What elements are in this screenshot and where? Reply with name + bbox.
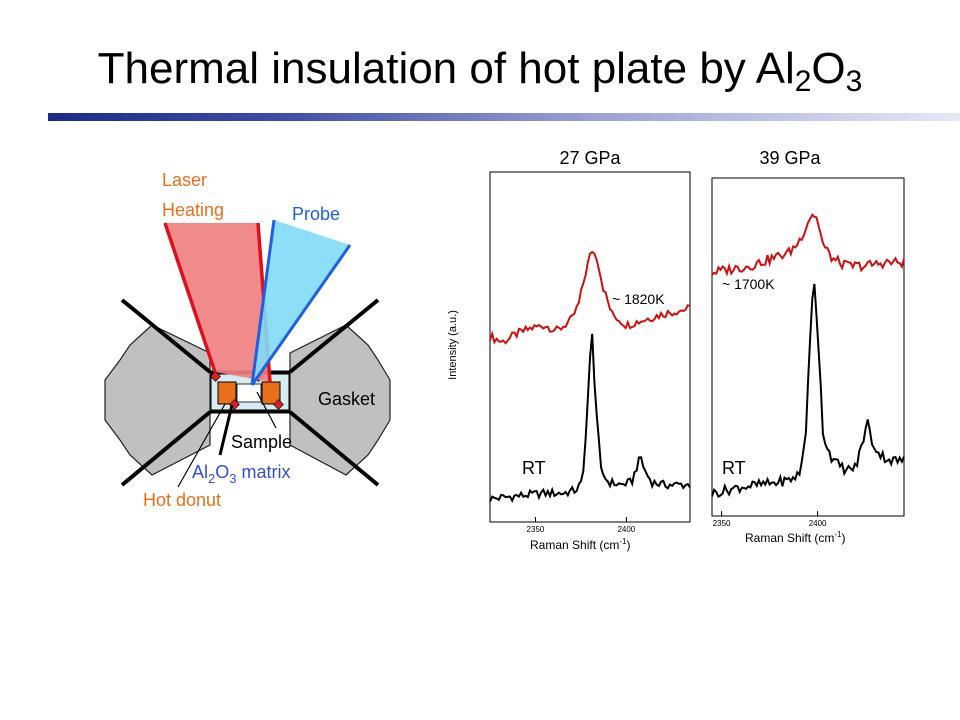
x-tick-label: 2350 (713, 519, 731, 528)
series-group (711, 213, 905, 499)
probe-beam (252, 220, 350, 385)
matrix-label-part: matrix (237, 462, 291, 482)
diamond-anvil-cell-diagram: Laser Heating Probe Gasket Sample Al2O3 … (104, 170, 391, 510)
spectrum-line (489, 333, 691, 503)
pointer-matrix (218, 404, 234, 456)
hot-donut-label: Hot donut (143, 490, 221, 510)
probe-label: Probe (292, 204, 340, 224)
plot-frame (489, 171, 691, 523)
x-axis-label-part: ) (626, 538, 630, 552)
x-axis-label-sup: -1 (619, 537, 627, 546)
matrix-label-part: Al (192, 462, 208, 482)
x-axis-label-sup: -1 (834, 530, 842, 539)
anvil-lower-left (120, 410, 212, 487)
matrix-label-sub: 2 (208, 471, 215, 486)
pointer-hot-donut (177, 403, 226, 488)
matrix-label-sub: 3 (229, 471, 236, 486)
x-ticks: 2350 2400 (713, 511, 827, 528)
title-subscript: 2 (794, 65, 812, 98)
title-rule (48, 113, 960, 121)
x-axis-label: Raman Shift (cm-1) (745, 530, 845, 545)
anvil-upper-right (288, 298, 380, 374)
chart-title: 39 GPa (759, 148, 821, 168)
pointer-sample (256, 391, 277, 429)
x-tick-label: 2350 (527, 525, 545, 534)
matrix-label-part: O (215, 462, 229, 482)
series-group (489, 250, 691, 503)
x-tick-label: 2400 (617, 525, 635, 534)
laser-label: Laser (162, 170, 207, 190)
series-label-rt: RT (722, 458, 746, 478)
chart-title: 27 GPa (559, 148, 621, 168)
hot-donut-left (217, 381, 237, 405)
x-ticks: 2350 2400 (527, 517, 636, 534)
x-axis-label: Raman Shift (cm-1) (530, 537, 630, 552)
series-label-rt: RT (522, 458, 546, 478)
y-axis-label: Intensity (a.u.) (447, 310, 459, 380)
x-axis-label-part: Raman Shift (cm (745, 531, 834, 545)
slide-title: Thermal insulation of hot plate by Al2O3 (0, 44, 960, 97)
series-label-hot: ~ 1700K (722, 276, 775, 292)
spectrum-line (711, 213, 905, 277)
matrix-label: Al2O3 matrix (192, 462, 291, 486)
gasket-label: Gasket (318, 389, 375, 409)
anvil-upper-left (120, 298, 212, 374)
sample-platelet (236, 383, 262, 403)
x-axis-label-part: Raman Shift (cm (530, 538, 619, 552)
ruby-marker (273, 399, 284, 410)
gasket-left (104, 324, 211, 476)
spectrum-line (489, 250, 691, 345)
laser-label: Heating (162, 200, 224, 220)
ruby-marker (210, 371, 221, 382)
probe-beam-edge-right (250, 244, 352, 386)
plot-frame (711, 177, 905, 517)
sample-label: Sample (231, 432, 292, 452)
laser-beam (165, 223, 270, 382)
x-axis-label-part: ) (841, 531, 845, 545)
hot-donut-right (261, 381, 281, 405)
probe-beam-edge-left (250, 219, 276, 386)
anvil-lower-right (288, 410, 380, 487)
spectrum-line (711, 283, 905, 499)
title-text-o: O (811, 44, 846, 93)
x-tick-label: 2400 (809, 519, 827, 528)
raman-chart-39gpa: 39 GPa 2350 2400 ~ 1700K RT Raman Shift (… (711, 148, 905, 545)
title-text: Thermal insulation of hot plate by Al (97, 44, 795, 93)
series-label-hot: ~ 1820K (612, 291, 665, 307)
title-subscript: 3 (845, 65, 863, 98)
raman-chart-27gpa: 27 GPa Intensity (a.u.) 2350 2400 ~ 1820K… (447, 148, 691, 552)
laser-beam-edge-left (163, 222, 217, 373)
